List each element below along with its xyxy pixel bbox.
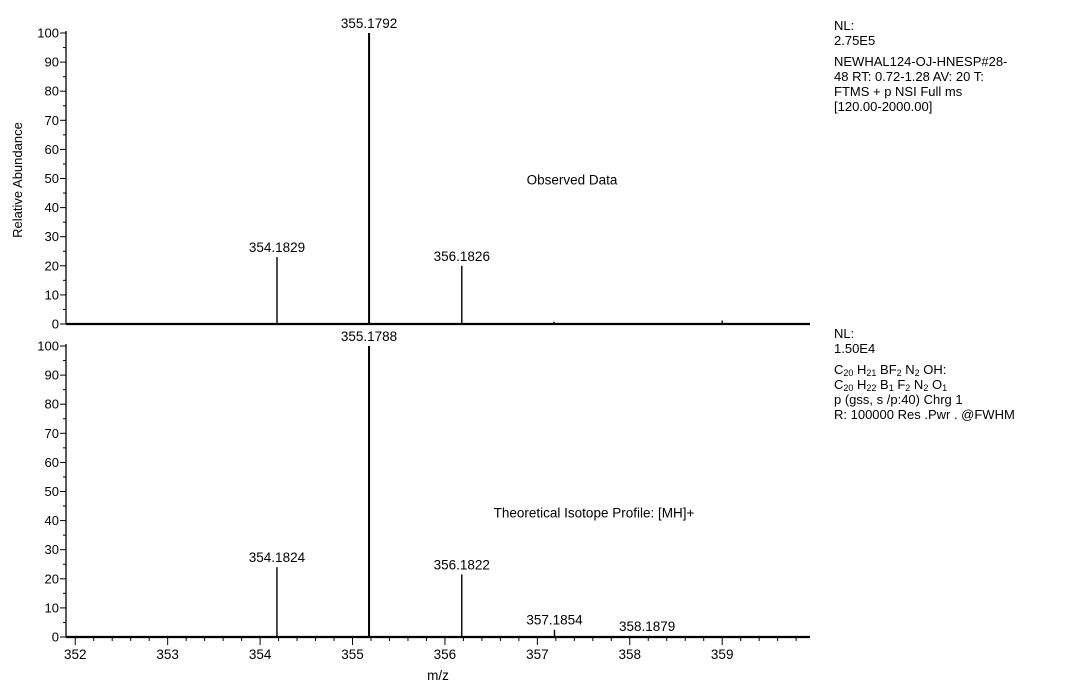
theoretical-panel: 0 10 20 30 40 50 60 70 80 90 100 354.1824 355.1788 35… (37, 329, 810, 683)
theoretical-formula-2: C20 H22 B1 F2 N2 O1 (834, 377, 1015, 393)
theoretical-y-tick-label: 70 (45, 426, 59, 441)
x-axis-label: m/z (427, 668, 449, 683)
observed-y-tick-label: 100 (37, 26, 59, 41)
x-tick-label: 353 (156, 647, 179, 662)
formula-1-part: C (834, 362, 844, 377)
observed-y-tick-label: 0 (52, 317, 59, 332)
observed-y-tick-label: 50 (45, 171, 59, 186)
formula-1-part: 20 (843, 368, 854, 378)
observed-y-tick-label: 20 (45, 258, 59, 273)
theoretical-nl-label: NL: (834, 326, 855, 341)
theoretical-peak-label: 354.1824 (249, 550, 306, 565)
theoretical-info-block: NL: 1.50E4 C20 H21 BF2 N2 OH: C20 H22 B1… (834, 326, 1015, 422)
formula-2-part: C (834, 377, 844, 392)
formula-2-part: H (853, 377, 867, 392)
formula-1-part: 2 (914, 368, 920, 378)
theoretical-y-tick-label: 10 (45, 600, 59, 615)
x-tick-label: 352 (64, 647, 87, 662)
observed-info-line-4: [120.00-2000.00] (834, 99, 933, 114)
observed-y-tick-label: 40 (45, 200, 59, 215)
observed-y-tick-label: 80 (45, 84, 59, 99)
observed-info-line-2: 48 RT: 0.72-1.28 AV: 20 T: (834, 69, 984, 84)
theoretical-info-line-2: R: 100000 Res .Pwr . @FWHM (834, 407, 1015, 422)
theoretical-y-tick-label: 100 (37, 339, 59, 354)
theoretical-y-tick-label: 20 (45, 571, 59, 586)
theoretical-nl-value: 1.50E4 (834, 341, 876, 356)
formula-1-part: OH: (919, 362, 947, 377)
formula-1-part: 2 (896, 368, 902, 378)
formula-2-part: 20 (843, 383, 854, 393)
theoretical-y-tick-label: 0 (52, 630, 59, 645)
formula-1-part: BF (876, 362, 897, 377)
observed-info-line-3: FTMS + p NSI Full ms (834, 84, 963, 99)
formula-2-part: 1 (942, 383, 948, 393)
formula-2-part: B (876, 377, 889, 392)
observed-peak-label: 354.1829 (249, 240, 305, 255)
theoretical-peak-label: 356.1822 (434, 557, 490, 572)
observed-panel-title: Observed Data (527, 172, 618, 187)
theoretical-y-tick-label: 80 (45, 397, 59, 412)
theoretical-y-tick-label: 40 (45, 513, 59, 528)
formula-2-part: 2 (905, 383, 911, 393)
formula-2-part: N (910, 377, 924, 392)
theoretical-info-line-1: p (gss, s /p:40) Chrg 1 (834, 392, 963, 407)
observed-nl-label: NL: (834, 18, 855, 33)
x-tick-label: 359 (711, 647, 734, 662)
theoretical-y-tick-label: 60 (45, 455, 59, 470)
formula-2-part: 2 (923, 383, 929, 393)
x-tick-label: 354 (249, 647, 272, 662)
x-tick-label: 358 (619, 647, 642, 662)
formula-2-part: O (928, 377, 943, 392)
x-tick-label: 357 (526, 647, 549, 662)
formula-1-part: H (853, 362, 867, 377)
observed-y-tick-label: 90 (45, 55, 59, 70)
observed-panel: 0 10 20 30 40 50 60 70 80 90 100 354.1829 355.1792 35… (10, 16, 810, 332)
observed-y-tick-label: 30 (45, 229, 59, 244)
theoretical-formula-1: C20 H21 BF2 N2 OH: (834, 362, 1015, 378)
observed-y-tick-label: 60 (45, 142, 59, 157)
observed-y-tick-label: 10 (45, 287, 59, 302)
theoretical-y-tick-label: 30 (45, 542, 59, 557)
x-tick-label: 356 (434, 647, 457, 662)
theoretical-panel-title: Theoretical Isotope Profile: [MH]+ (494, 506, 695, 521)
formula-2-part: 22 (866, 383, 877, 393)
observed-peak-label: 355.1792 (341, 16, 397, 31)
observed-nl-value: 2.75E5 (834, 33, 876, 48)
formula-2-part: 1 (888, 383, 894, 393)
observed-info-block: NL: 2.75E5 NEWHAL124-OJ-HNESP#28- 48 RT:… (834, 18, 1007, 114)
formula-1-part: 21 (866, 368, 877, 378)
x-tick-label: 355 (341, 647, 364, 662)
theoretical-y-tick-label: 50 (45, 484, 59, 499)
theoretical-peak-label: 357.1854 (526, 613, 583, 628)
observed-peak-label: 356.1826 (434, 249, 490, 264)
observed-info-line-1: NEWHAL124-OJ-HNESP#28- (834, 54, 1008, 69)
formula-2-part: F (893, 377, 906, 392)
y-axis-label: Relative Abundance (10, 122, 25, 238)
formula-1-part: N (901, 362, 915, 377)
theoretical-y-tick-label: 90 (45, 368, 59, 383)
observed-y-tick-label: 70 (45, 113, 59, 128)
theoretical-peak-label: 358.1879 (619, 619, 675, 634)
theoretical-peak-label: 355.1788 (341, 329, 397, 344)
